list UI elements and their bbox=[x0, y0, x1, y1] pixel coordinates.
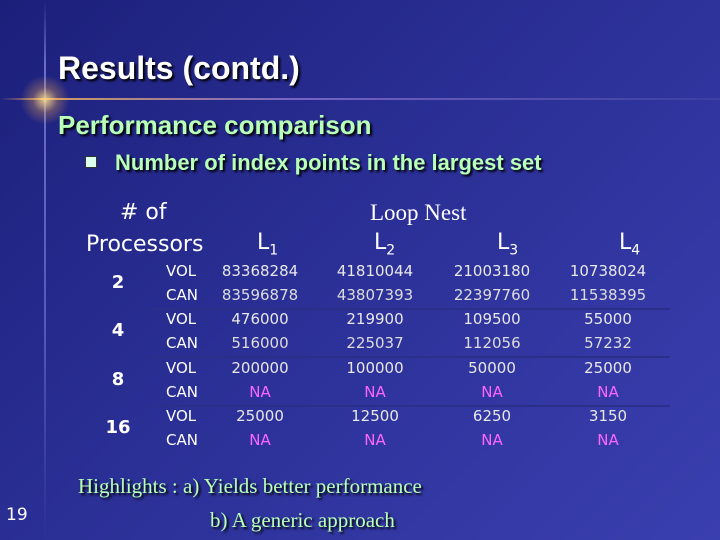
vol-value: 6250 bbox=[472, 407, 512, 425]
vol-value: 476000 bbox=[231, 310, 289, 328]
processors-header-line2: Processors bbox=[86, 232, 204, 257]
can-value: NA bbox=[364, 383, 386, 401]
column-header-2: L2 bbox=[374, 230, 395, 258]
vol-value: 10738024 bbox=[569, 262, 647, 280]
can-value: NA bbox=[364, 431, 386, 449]
can-value: 22397760 bbox=[453, 286, 531, 304]
vol-label: VOL bbox=[166, 262, 197, 280]
decor-horizontal-line bbox=[0, 98, 720, 100]
page-number: 19 bbox=[6, 505, 28, 525]
can-label: CAN bbox=[166, 334, 198, 352]
bullet-item: Number of index points in the largest se… bbox=[85, 150, 542, 176]
can-label: CAN bbox=[166, 286, 198, 304]
vol-value: 21003180 bbox=[453, 262, 531, 280]
vol-value: 25000 bbox=[236, 407, 284, 425]
processor-count: 16 bbox=[105, 417, 131, 438]
column-header-3: L3 bbox=[497, 230, 518, 258]
processor-count: 8 bbox=[111, 369, 125, 390]
column-header-letter: L bbox=[257, 230, 270, 255]
vol-value: 25000 bbox=[584, 359, 632, 377]
vol-value: 3150 bbox=[588, 407, 628, 425]
vol-value: 200000 bbox=[231, 359, 289, 377]
column-header-letter: L bbox=[619, 230, 632, 255]
can-value: 43807393 bbox=[336, 286, 414, 304]
can-value: NA bbox=[249, 383, 271, 401]
vol-value: 100000 bbox=[346, 359, 404, 377]
can-value: 225037 bbox=[346, 334, 404, 352]
can-value: 83596878 bbox=[221, 286, 299, 304]
vol-value: 50000 bbox=[468, 359, 516, 377]
vol-label: VOL bbox=[166, 310, 197, 328]
vol-label: VOL bbox=[166, 359, 197, 377]
can-value: 112056 bbox=[463, 334, 521, 352]
can-value: NA bbox=[481, 431, 503, 449]
loop-nest-header: Loop Nest bbox=[370, 200, 467, 225]
row-separator bbox=[150, 308, 670, 310]
can-label: CAN bbox=[166, 383, 198, 401]
column-header-subscript: 1 bbox=[269, 242, 279, 259]
decor-vertical-line bbox=[44, 0, 46, 540]
column-header-subscript: 3 bbox=[509, 242, 519, 259]
can-value: NA bbox=[249, 431, 271, 449]
slide-subtitle: Performance comparison bbox=[58, 110, 372, 140]
bullet-text: Number of index points in the largest se… bbox=[115, 150, 542, 175]
slide-title: Results (contd.) bbox=[58, 50, 300, 86]
can-value: 57232 bbox=[584, 334, 632, 352]
vol-value: 219900 bbox=[346, 310, 404, 328]
highlights-line-a: Highlights : a) Yields better performanc… bbox=[78, 474, 422, 499]
column-header-subscript: 2 bbox=[386, 242, 396, 259]
can-value: NA bbox=[597, 431, 619, 449]
vol-value: 55000 bbox=[584, 310, 632, 328]
row-separator bbox=[150, 356, 670, 358]
column-header-1: L1 bbox=[257, 230, 278, 258]
row-separator bbox=[150, 405, 670, 407]
square-bullet-icon bbox=[85, 156, 97, 169]
can-value: 11538395 bbox=[569, 286, 647, 304]
highlight-point-a: a) Yields better performance bbox=[183, 474, 422, 498]
can-label: CAN bbox=[166, 431, 198, 449]
highlight-point-b: b) A generic approach bbox=[210, 508, 395, 532]
can-value: NA bbox=[481, 383, 503, 401]
processor-count: 2 bbox=[111, 272, 125, 293]
column-header-subscript: 4 bbox=[631, 242, 641, 259]
decor-glow bbox=[20, 75, 70, 125]
column-header-letter: L bbox=[374, 230, 387, 255]
can-value: 516000 bbox=[231, 334, 289, 352]
vol-label: VOL bbox=[166, 407, 197, 425]
vol-value: 83368284 bbox=[221, 262, 299, 280]
can-value: NA bbox=[597, 383, 619, 401]
column-header-4: L4 bbox=[619, 230, 640, 258]
highlights-label: Highlights : bbox=[78, 474, 178, 498]
column-header-letter: L bbox=[497, 230, 510, 255]
vol-value: 109500 bbox=[463, 310, 521, 328]
vol-value: 41810044 bbox=[336, 262, 414, 280]
vol-value: 12500 bbox=[351, 407, 399, 425]
processor-count: 4 bbox=[111, 320, 125, 341]
processors-header-line1: # of bbox=[120, 200, 167, 225]
